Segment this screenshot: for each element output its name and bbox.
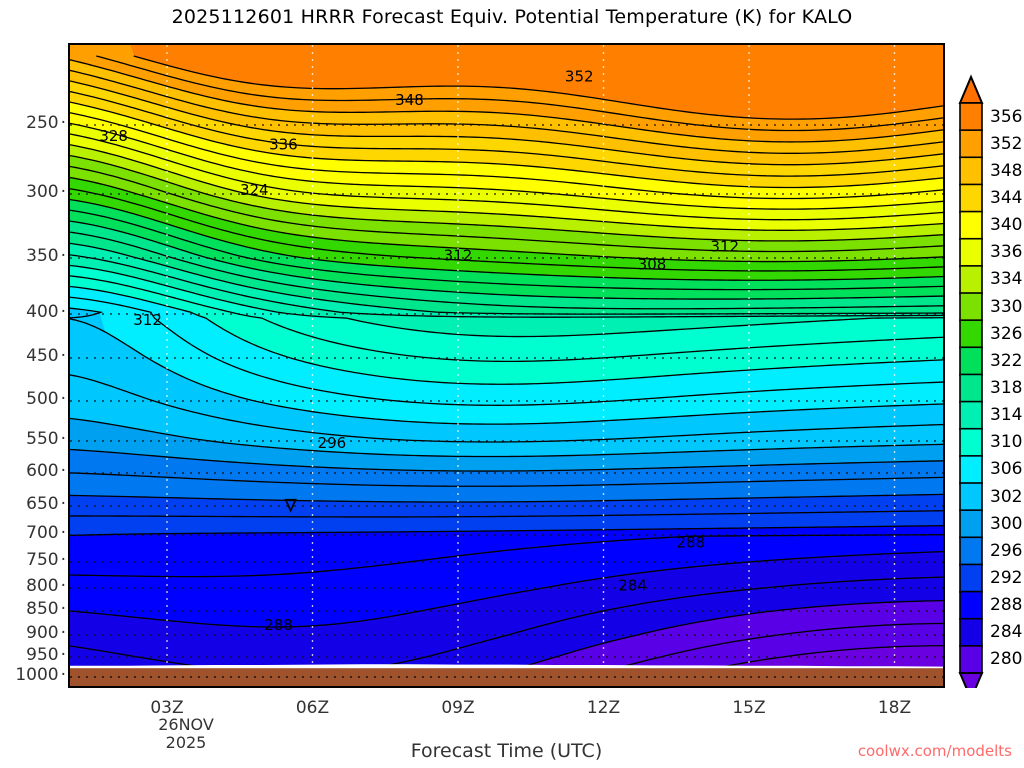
- contour-label-328: 328: [99, 127, 128, 145]
- contour-label-284: 284: [618, 576, 647, 594]
- contour-label-288: 288: [264, 616, 293, 634]
- date-line-2: 2025: [165, 733, 207, 752]
- y-tick-650: 650: [0, 494, 66, 514]
- y-tick-900: 900: [0, 623, 66, 643]
- colorbar-label-284: 284: [990, 622, 1023, 643]
- colorbar-label-292: 292: [990, 568, 1023, 588]
- y-tick-300: 300: [0, 182, 66, 202]
- colorbar-label-330: 330: [990, 296, 1023, 317]
- colorbar-label-288: 288: [990, 595, 1023, 616]
- x-tick-18Z: 18Z: [877, 698, 912, 718]
- x-tick-06Z: 06Z: [295, 698, 330, 718]
- colorbar: 356 352 348 344 340 336 334 330 326 322 318 314 310 3…: [952, 43, 1024, 688]
- contour-label-312: 312: [133, 311, 162, 329]
- colorbar-label-300: 300: [990, 513, 1023, 534]
- y-tick-600: 600: [0, 461, 66, 481]
- y-tick-450: 450: [0, 346, 66, 366]
- colorbar-label-352: 352: [990, 133, 1023, 154]
- colorbar-label-296: 296: [990, 540, 1023, 561]
- contour-plot: 352 348 328 336 324 312 312 308 312 296 288 284 288: [70, 45, 943, 686]
- y-tick-950: 950: [0, 645, 66, 665]
- colorbar-label-344: 344: [990, 188, 1023, 208]
- marker-triangle: [284, 498, 297, 513]
- date-stamp: 26NOV 2025: [126, 716, 246, 752]
- y-tick-750: 750: [0, 550, 66, 570]
- colorbar-label-340: 340: [990, 215, 1023, 236]
- y-tick-400: 400: [0, 302, 66, 322]
- contour-label-312: 312: [710, 237, 739, 255]
- date-line-1: 26NOV: [158, 715, 214, 734]
- colorbar-label-314: 314: [990, 405, 1023, 426]
- colorbar-label-306: 306: [990, 459, 1023, 480]
- y-tick-250: 250: [0, 113, 66, 133]
- y-tick-1000: 1000: [0, 665, 66, 685]
- colorbar-label-348: 348: [990, 160, 1023, 181]
- y-tick-550: 550: [0, 429, 66, 449]
- contour-label-308: 308: [638, 256, 667, 274]
- colorbar-label-318: 318: [990, 378, 1023, 398]
- page-title: 2025112601 HRRR Forecast Equiv. Potentia…: [171, 6, 853, 28]
- contour-label-352: 352: [565, 68, 594, 86]
- credit-watermark: coolwx.com/modelts: [857, 742, 1012, 760]
- contour-label-288: 288: [676, 534, 705, 552]
- contour-label-336: 336: [269, 135, 298, 153]
- y-tick-700: 700: [0, 523, 66, 543]
- x-tick-09Z: 09Z: [441, 698, 475, 718]
- contour-label-296: 296: [318, 434, 347, 452]
- x-axis-title: Forecast Time (UTC): [410, 740, 603, 762]
- contour-label-348: 348: [395, 91, 424, 109]
- y-tick-800: 800: [0, 576, 66, 596]
- colorbar-label-310: 310: [990, 432, 1023, 453]
- y-tick-850: 850: [0, 599, 66, 619]
- colorbar-label-322: 322: [990, 350, 1023, 371]
- plot-area: 352 348 328 336 324 312 312 308 312 296 288 284 288: [68, 43, 945, 688]
- colorbar-label-334: 334: [990, 269, 1023, 290]
- y-tick-350: 350: [0, 246, 66, 266]
- colorbar-label-280: 280: [990, 649, 1023, 670]
- x-tick-15Z: 15Z: [732, 698, 766, 718]
- contour-label-312: 312: [444, 246, 473, 264]
- colorbar-label-336: 336: [990, 242, 1023, 263]
- x-tick-03Z: 03Z: [150, 698, 184, 718]
- colorbar-swatches: [958, 74, 984, 688]
- colorbar-label-326: 326: [990, 323, 1023, 344]
- y-tick-500: 500: [0, 389, 66, 409]
- contour-label-324: 324: [240, 181, 269, 199]
- colorbar-label-302: 302: [990, 486, 1023, 507]
- colorbar-label-356: 356: [990, 106, 1023, 127]
- x-tick-12Z: 12Z: [586, 698, 621, 718]
